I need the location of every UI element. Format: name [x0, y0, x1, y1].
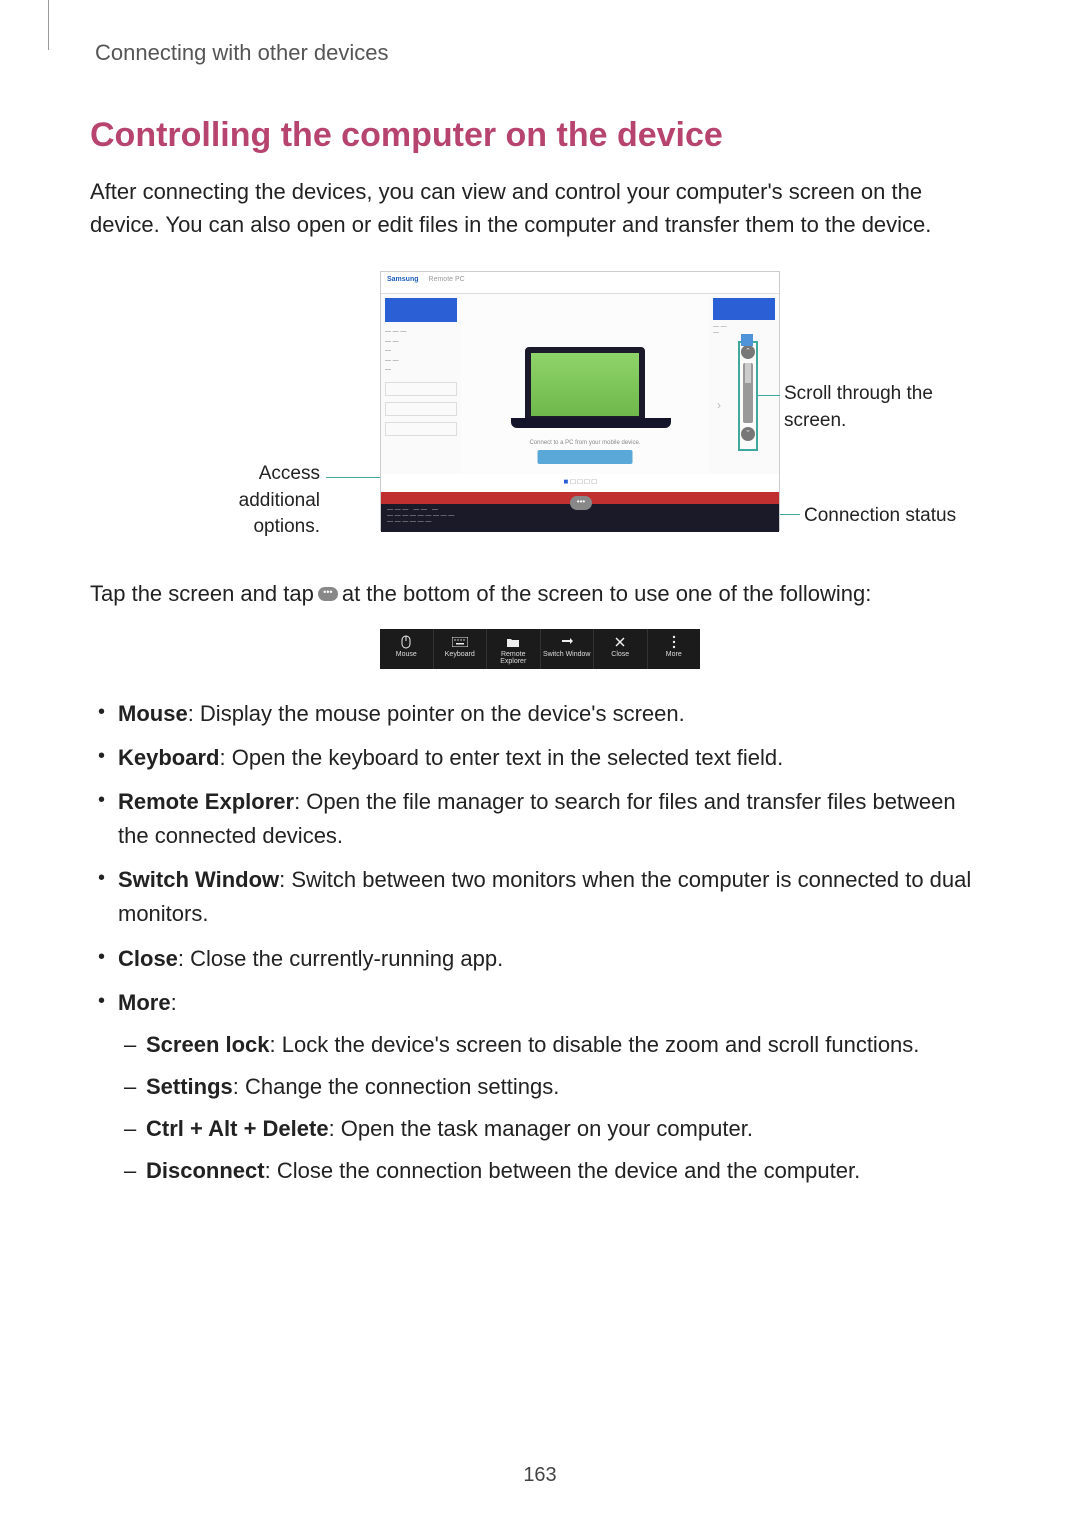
callout-line: [326, 477, 380, 478]
term: Screen lock: [146, 1032, 270, 1057]
sub-list: Screen lock: Lock the device's screen to…: [118, 1028, 990, 1188]
callout-connection-status: Connection status: [804, 505, 956, 527]
desc: : Open the keyboard to enter text in the…: [219, 745, 783, 770]
tap-after: at the bottom of the screen to use one o…: [342, 581, 872, 607]
callout-scroll: Scroll through the screen.: [784, 381, 944, 434]
term: More: [118, 990, 171, 1015]
sub-settings: Settings: Change the connection settings…: [118, 1070, 990, 1104]
desc: : Lock the device's screen to disable th…: [270, 1032, 920, 1057]
callout-line: [780, 514, 800, 515]
bullet-close: Close: Close the currently-running app.: [90, 942, 990, 976]
connect-button-graphic: [538, 450, 633, 464]
more-pill-icon: •••: [570, 496, 592, 510]
more-icon: [648, 635, 701, 649]
switch-icon: [541, 635, 594, 649]
toolbar-keyboard: Keyboard: [434, 629, 488, 669]
sub-ctrl-alt-delete: Ctrl + Alt + Delete: Open the task manag…: [118, 1112, 990, 1146]
bullet-more: More: Screen lock: Lock the device's scr…: [90, 986, 990, 1188]
desc: : Display the mouse pointer on the devic…: [188, 701, 685, 726]
toolbar-more: More: [648, 629, 701, 669]
term: Remote Explorer: [118, 789, 294, 814]
header-section-label: Connecting with other devices: [95, 40, 990, 66]
sub-screen-lock: Screen lock: Lock the device's screen to…: [118, 1028, 990, 1062]
toolbar-label: More: [648, 651, 701, 658]
term: Switch Window: [118, 867, 279, 892]
desc: : Change the connection settings.: [233, 1074, 560, 1099]
bullet-list: Mouse: Display the mouse pointer on the …: [90, 697, 990, 1188]
toolbar-label: Close: [594, 651, 647, 658]
toolbar-remote-explorer: Remote Explorer: [487, 629, 541, 669]
toolbar-label: Keyboard: [434, 651, 487, 658]
toolbar-label: Mouse: [380, 651, 433, 658]
term: Keyboard: [118, 745, 219, 770]
toolbar-close: Close: [594, 629, 648, 669]
intro-paragraph: After connecting the devices, you can vi…: [90, 175, 990, 241]
chevron-right-icon: ›: [717, 398, 721, 412]
term: Mouse: [118, 701, 188, 726]
term: Close: [118, 946, 178, 971]
toolbar-switch-window: Switch Window: [541, 629, 595, 669]
desc: : Close the currently-running app.: [178, 946, 503, 971]
callout-line: [758, 395, 780, 396]
sub-disconnect: Disconnect: Close the connection between…: [118, 1154, 990, 1188]
app-topbar: Samsung Remote PC: [381, 272, 779, 294]
app-main-area: Connect to a PC from your mobile device.…: [461, 294, 709, 474]
close-icon: [594, 635, 647, 649]
tap-instruction: Tap the screen and tap ••• at the bottom…: [90, 581, 990, 607]
term: Settings: [146, 1074, 233, 1099]
cursor-icon: [741, 334, 753, 346]
more-inline-icon: •••: [318, 587, 338, 601]
page-number: 163: [523, 1464, 556, 1487]
desc: : Close the connection between the devic…: [265, 1158, 861, 1183]
scroll-down-icon: ˇ: [741, 427, 755, 441]
bullet-keyboard: Keyboard: Open the keyboard to enter tex…: [90, 741, 990, 775]
section-title: Controlling the computer on the device: [90, 116, 990, 155]
folder-icon: [487, 635, 540, 649]
figure-main: Samsung Remote PC — — —— ——— —— Connect …: [90, 271, 990, 551]
app-logo: Samsung: [387, 276, 419, 289]
toolbar-label: Remote Explorer: [487, 651, 540, 665]
callout-access-options: Access additional options.: [190, 461, 320, 541]
term: Ctrl + Alt + Delete: [146, 1116, 329, 1141]
keyboard-icon: [434, 635, 487, 649]
term: Disconnect: [146, 1158, 265, 1183]
toolbar-mouse: Mouse: [380, 629, 434, 669]
mouse-icon: [380, 635, 433, 649]
scroll-annotation-box: ˆ ˇ: [738, 341, 758, 451]
toolbar-label: Switch Window: [541, 651, 594, 658]
page-dots: ■ □ □ □ □: [381, 474, 779, 492]
app-sidebar: — — —— ——— ——: [381, 294, 461, 474]
scroll-up-icon: ˆ: [741, 345, 755, 359]
bullet-switch-window: Switch Window: Switch between two monito…: [90, 863, 990, 931]
options-toolbar: Mouse Keyboard Remote Explorer Switch Wi…: [380, 629, 700, 669]
desc: :: [171, 990, 177, 1015]
tap-before: Tap the screen and tap: [90, 581, 314, 607]
laptop-graphic: [525, 347, 645, 422]
screenshot-app-window: Samsung Remote PC — — —— ——— —— Connect …: [380, 271, 780, 531]
desc: : Open the task manager on your computer…: [329, 1116, 753, 1141]
bullet-mouse: Mouse: Display the mouse pointer on the …: [90, 697, 990, 731]
bullet-remote-explorer: Remote Explorer: Open the file manager t…: [90, 785, 990, 853]
